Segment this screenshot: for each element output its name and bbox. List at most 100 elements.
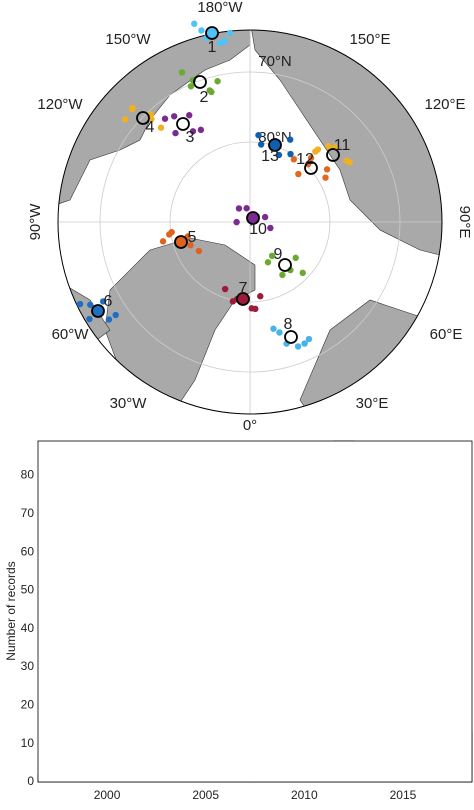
site-dot bbox=[275, 151, 283, 159]
site-dot bbox=[195, 247, 203, 255]
longitude-label: 120°E bbox=[424, 96, 465, 113]
site-dot bbox=[294, 343, 302, 350]
site-dot bbox=[86, 315, 93, 323]
site-dot bbox=[233, 218, 240, 226]
site-dot bbox=[128, 106, 136, 113]
site-dot bbox=[312, 148, 319, 155]
site-dot bbox=[257, 293, 264, 300]
site-dot bbox=[261, 213, 269, 221]
site-dot bbox=[257, 141, 265, 148]
site-dot bbox=[221, 285, 229, 293]
site-dot bbox=[178, 69, 186, 76]
site-marker bbox=[284, 330, 298, 344]
site-marker bbox=[205, 26, 219, 40]
site-label: 8 bbox=[284, 316, 293, 333]
y-tick-label: 30 bbox=[21, 659, 35, 673]
site-dot bbox=[157, 124, 165, 131]
site-dot bbox=[307, 154, 315, 162]
y-tick-label: 80 bbox=[21, 468, 35, 482]
site-dot bbox=[268, 252, 276, 260]
site-dot bbox=[290, 156, 298, 163]
longitude-label: 90°E bbox=[456, 206, 473, 239]
site-marker bbox=[236, 292, 250, 306]
site-dot bbox=[343, 157, 350, 164]
site-dot bbox=[105, 316, 113, 323]
site-dot bbox=[99, 298, 107, 305]
site-dot bbox=[186, 112, 193, 119]
site-dot bbox=[214, 78, 221, 85]
x-tick-label: 2010 bbox=[291, 788, 318, 802]
site-dot bbox=[270, 325, 277, 332]
site-marker bbox=[136, 111, 150, 125]
site-dot bbox=[292, 254, 299, 262]
x-tick-label: 2000 bbox=[94, 788, 121, 802]
site-marker bbox=[193, 75, 207, 89]
site-marker bbox=[246, 211, 260, 225]
site-dot bbox=[161, 115, 169, 122]
site-dot bbox=[187, 83, 195, 90]
y-tick-label: 60 bbox=[21, 544, 35, 558]
latitude-label: 80°N bbox=[258, 129, 292, 146]
site-label: 4 bbox=[146, 119, 155, 136]
site-dot bbox=[267, 224, 274, 232]
site-label: 6 bbox=[104, 293, 113, 310]
y-tick-label: 40 bbox=[21, 621, 35, 635]
site-label: 9 bbox=[274, 246, 283, 263]
longitude-label: 90°W bbox=[27, 203, 44, 241]
longitude-label: 180°W bbox=[197, 0, 243, 16]
longitude-label: 120°W bbox=[37, 96, 83, 113]
longitude-label: 60°E bbox=[430, 326, 463, 343]
site-dot bbox=[221, 37, 228, 45]
site-label: 7 bbox=[239, 280, 248, 297]
site-dot bbox=[287, 150, 294, 158]
site-dot bbox=[276, 329, 283, 336]
site-dot bbox=[279, 271, 286, 279]
site-label: 11 bbox=[334, 137, 351, 154]
longitude-label: 60°W bbox=[52, 326, 90, 343]
site-marker bbox=[176, 117, 190, 131]
site-dot bbox=[301, 340, 308, 347]
site-dot bbox=[87, 301, 94, 308]
site-dot bbox=[305, 335, 313, 343]
site-dot bbox=[187, 241, 194, 249]
site-dot bbox=[208, 88, 215, 96]
site-marker bbox=[268, 138, 282, 152]
site-label: 10 bbox=[249, 221, 267, 238]
longitude-label: 150°E bbox=[349, 31, 390, 48]
y-tick-label: 20 bbox=[21, 698, 35, 712]
site-marker bbox=[91, 304, 105, 318]
y-tick-label: 70 bbox=[21, 506, 35, 520]
site-dot bbox=[159, 238, 167, 245]
site-dot bbox=[197, 126, 205, 134]
longitude-label: 0° bbox=[243, 417, 257, 434]
latitude-label: 70°N bbox=[258, 53, 292, 70]
site-marker bbox=[278, 258, 292, 272]
site-marker bbox=[174, 235, 188, 249]
site-dot bbox=[172, 129, 179, 137]
site-dot bbox=[191, 20, 198, 27]
site-dot bbox=[226, 29, 234, 37]
map-frame bbox=[57, 29, 443, 415]
longitude-label: 30°W bbox=[110, 395, 148, 412]
site-label: 3 bbox=[186, 129, 195, 146]
site-marker bbox=[304, 161, 318, 175]
y-tick-label: 50 bbox=[21, 583, 35, 597]
plot-frame bbox=[37, 440, 473, 783]
site-dot bbox=[299, 269, 306, 277]
site-dot bbox=[325, 142, 332, 150]
y-axis-label: Number of records bbox=[4, 561, 18, 660]
site-dot bbox=[76, 300, 84, 308]
site-dot bbox=[198, 27, 205, 34]
site-dot bbox=[286, 136, 294, 143]
site-dot bbox=[121, 116, 129, 123]
x-tick-label: 2015 bbox=[390, 788, 417, 802]
site-dot bbox=[229, 298, 237, 305]
site-dot bbox=[295, 170, 302, 178]
site-dot bbox=[170, 113, 178, 120]
site-dot bbox=[323, 166, 331, 173]
y-tick-label: 0 bbox=[27, 774, 34, 788]
site-dot bbox=[322, 174, 329, 181]
x-tick-label: 2005 bbox=[192, 788, 219, 802]
longitude-label: 150°W bbox=[105, 31, 151, 48]
